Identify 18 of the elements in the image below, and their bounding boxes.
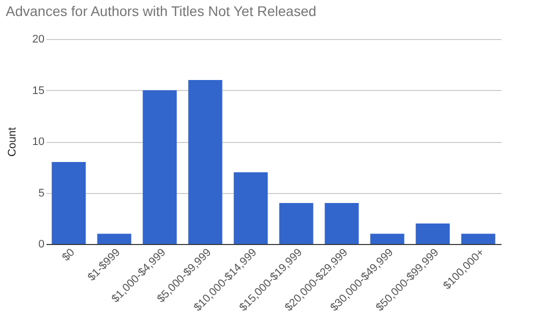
bar: [324, 203, 359, 244]
y-tick-label: 10: [32, 136, 44, 148]
y-tick-label: 0: [38, 238, 44, 250]
y-tick-label: 15: [32, 84, 44, 97]
y-tick-label: 5: [38, 187, 44, 200]
bar: [97, 234, 132, 244]
bar: [461, 234, 496, 244]
bar: [279, 203, 314, 244]
chart-title: Advances for Authors with Titles Not Yet Released: [6, 3, 316, 19]
y-axis-title: Count: [6, 127, 18, 157]
bar: [142, 90, 177, 244]
bar: [188, 80, 222, 244]
x-tick-label: $0: [60, 246, 78, 264]
bar: [52, 162, 86, 244]
bar: [234, 172, 268, 244]
y-tick-label: 20: [32, 34, 44, 46]
bar: [370, 234, 404, 244]
bar: [416, 224, 450, 244]
